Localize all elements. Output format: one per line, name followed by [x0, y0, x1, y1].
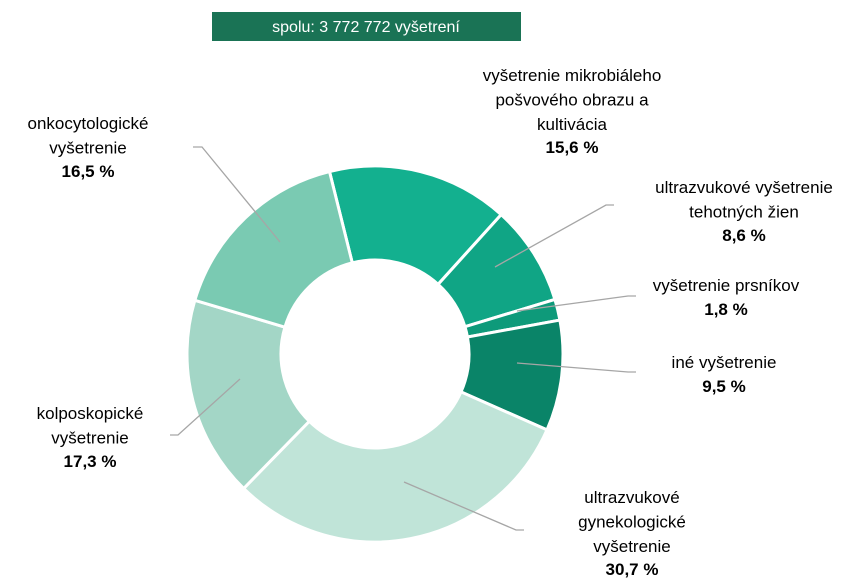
slice-label: iné vyšetrenie	[672, 353, 777, 372]
leader-line	[403, 481, 524, 531]
chart-title: spolu: 3 772 772 vyšetrení	[272, 19, 460, 36]
leader-line	[170, 378, 241, 436]
donut-slice	[241, 389, 549, 544]
leader-line	[516, 295, 636, 312]
slice-label: ultrazvukové gynekologické vyšetrenie	[578, 488, 686, 556]
slice-label: vyšetrenie prsníkov	[653, 276, 800, 295]
value-label: 9,5 %	[702, 377, 745, 396]
title-box	[212, 12, 521, 41]
slice-label: ultrazvukové vyšetrenie tehotných žien	[655, 178, 833, 222]
slice-label: vyšetrenie mikrobiáleho pošvového obrazu …	[483, 66, 662, 134]
value-label: 17,3 %	[64, 452, 117, 471]
leader-line	[494, 204, 614, 268]
leader-line	[193, 146, 281, 243]
donut-slice	[327, 164, 504, 287]
donut-slice	[192, 169, 355, 330]
value-label: 30,7 %	[606, 560, 659, 578]
value-label: 15,6 %	[546, 138, 599, 157]
slice-label: kolposkopické vyšetrenie	[37, 404, 144, 448]
value-label: 16,5 %	[62, 162, 115, 181]
value-label: 1,8 %	[704, 300, 747, 319]
value-label: 8,6 %	[722, 226, 765, 245]
slice-label: onkocytologické vyšetrenie	[28, 114, 149, 158]
leader-line	[516, 362, 636, 373]
donut-slice	[185, 298, 312, 491]
